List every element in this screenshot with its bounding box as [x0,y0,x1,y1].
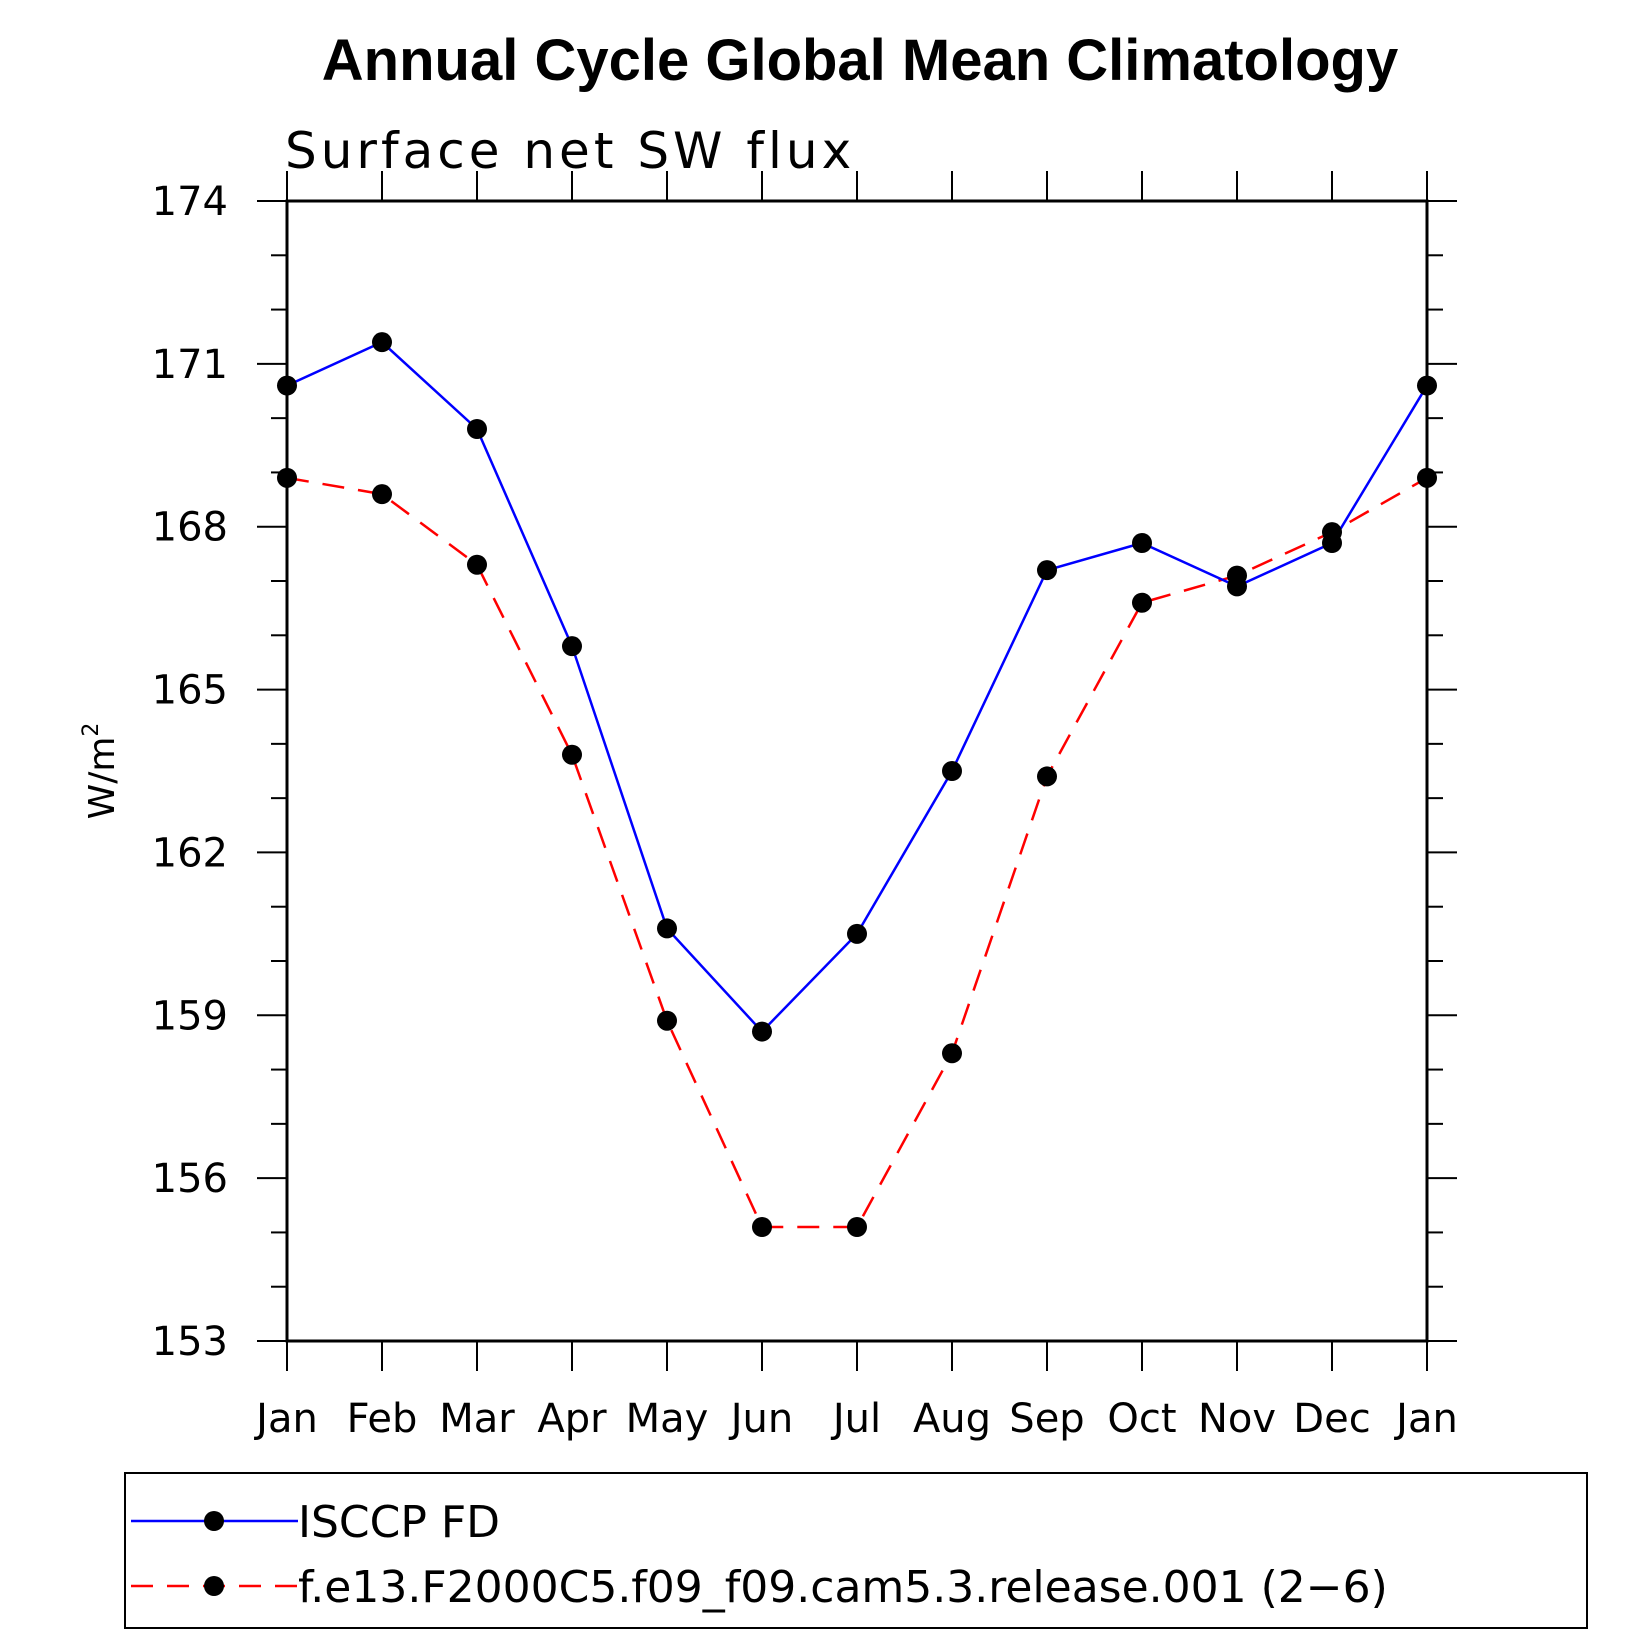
legend-marker [204,1511,224,1531]
x-tick-labels: Jan Feb Mar Apr May Jun Jul Aug Sep Oct Nov Dec Jan [253,1396,1458,1442]
series-line [286,476,1428,1229]
data-point [277,375,297,396]
data-point [372,484,392,505]
chart-title: Annual Cycle Global Mean Climatology [322,28,1398,93]
data-point [1132,592,1152,613]
x-tick-label: Aug [913,1396,991,1442]
data-point [657,1010,677,1031]
axis-ticks [257,171,1457,1371]
y-axis-label-unit: W/m [82,737,123,820]
data-point [942,1043,962,1064]
x-tick-label: Jan [253,1396,318,1442]
data-point [1037,766,1057,787]
x-tick-label: Sep [1009,1396,1084,1442]
y-tick-label: 171 [152,342,228,388]
data-point [467,419,487,439]
data-point [277,467,297,488]
data-point [752,1021,772,1042]
legend: ISCCP FD f.e13.F2000C5.f09_f09.cam5.3.rel… [131,1497,1388,1613]
data-point [467,554,487,575]
data-point [562,744,582,765]
y-tick-label: 156 [152,1156,228,1202]
data-point [657,918,677,939]
y-tick-label: 174 [152,179,228,225]
y-axis-label-exponent: 2 [79,723,104,737]
data-point [1417,467,1437,488]
legend-box [124,1472,1588,1629]
data-point [1322,522,1342,543]
legend-marker [204,1576,224,1596]
x-tick-label: Oct [1107,1396,1176,1442]
x-tick-label: May [626,1396,709,1442]
data-point [942,761,962,781]
x-tick-label: Feb [347,1396,418,1442]
data-point [847,923,867,944]
x-tick-label: Nov [1198,1396,1276,1442]
data-point [1417,375,1437,396]
x-tick-label: Jul [830,1396,881,1442]
data-point [847,1217,867,1237]
plot-frame [285,199,1429,1343]
y-tick-label: 153 [152,1319,228,1365]
data-point [1037,560,1057,581]
x-tick-label: Jan [1393,1396,1458,1442]
x-tick-label: Jun [728,1396,794,1442]
chart-subtitle: Surface net SW flux [285,122,855,180]
data-point [372,332,392,353]
legend-label: f.e13.F2000C5.f09_f09.cam5.3.release.001… [298,1562,1388,1613]
y-axis-label: W/m2 [79,723,123,820]
data-point [1132,533,1152,553]
x-tick-label: Dec [1293,1396,1370,1442]
y-tick-labels: 153 156 159 162 165 168 171 174 [152,179,228,1365]
x-tick-label: Apr [537,1396,607,1442]
y-tick-label: 165 [152,668,228,714]
x-tick-label: Mar [439,1396,515,1442]
y-tick-label: 168 [152,505,228,551]
series-layer [277,332,1437,1237]
y-tick-label: 159 [152,993,228,1039]
data-point [562,636,582,657]
data-point [752,1217,772,1237]
legend-label: ISCCP FD [298,1497,500,1548]
data-point [1227,565,1247,586]
y-tick-label: 162 [152,830,228,876]
